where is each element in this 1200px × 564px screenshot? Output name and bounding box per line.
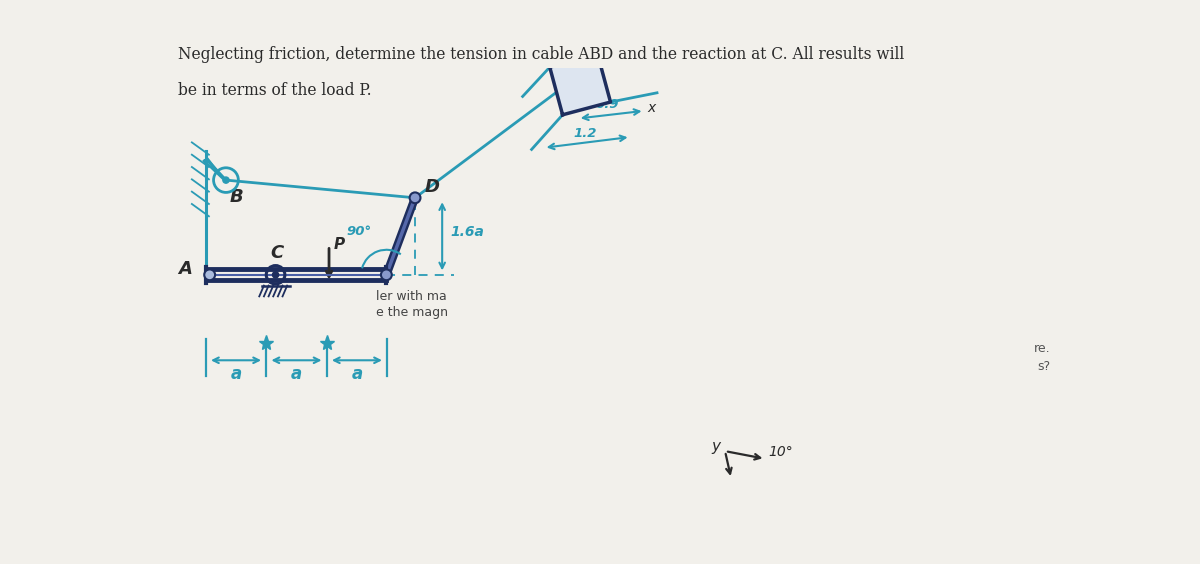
Text: a: a (352, 365, 362, 383)
Text: 0.9: 0.9 (595, 98, 619, 111)
Text: A: A (178, 259, 192, 277)
Text: Neglecting friction, determine the tension in cable ABD and the reaction at C. A: Neglecting friction, determine the tensi… (178, 46, 904, 63)
Circle shape (409, 192, 420, 203)
Text: P: P (334, 237, 344, 252)
Text: y: y (712, 439, 720, 454)
Text: a: a (290, 365, 302, 383)
Text: 1.2: 1.2 (574, 127, 598, 140)
Text: be in terms of the load P.: be in terms of the load P. (178, 82, 371, 99)
Text: 1.6a: 1.6a (450, 226, 484, 240)
Text: e the magn: e the magn (377, 306, 449, 319)
Text: s?: s? (1038, 359, 1050, 372)
Text: 10°: 10° (768, 445, 793, 459)
Text: x: x (648, 102, 655, 116)
Circle shape (272, 272, 278, 278)
Text: D: D (425, 178, 439, 196)
Text: 90°: 90° (346, 225, 371, 238)
Text: ler with ma: ler with ma (377, 290, 448, 303)
Text: B: B (230, 188, 244, 206)
Circle shape (204, 270, 215, 280)
Circle shape (380, 270, 391, 280)
Polygon shape (550, 55, 611, 115)
Text: re.: re. (1034, 342, 1050, 355)
Text: C: C (270, 244, 283, 262)
Text: a: a (230, 365, 241, 383)
Circle shape (223, 177, 229, 183)
